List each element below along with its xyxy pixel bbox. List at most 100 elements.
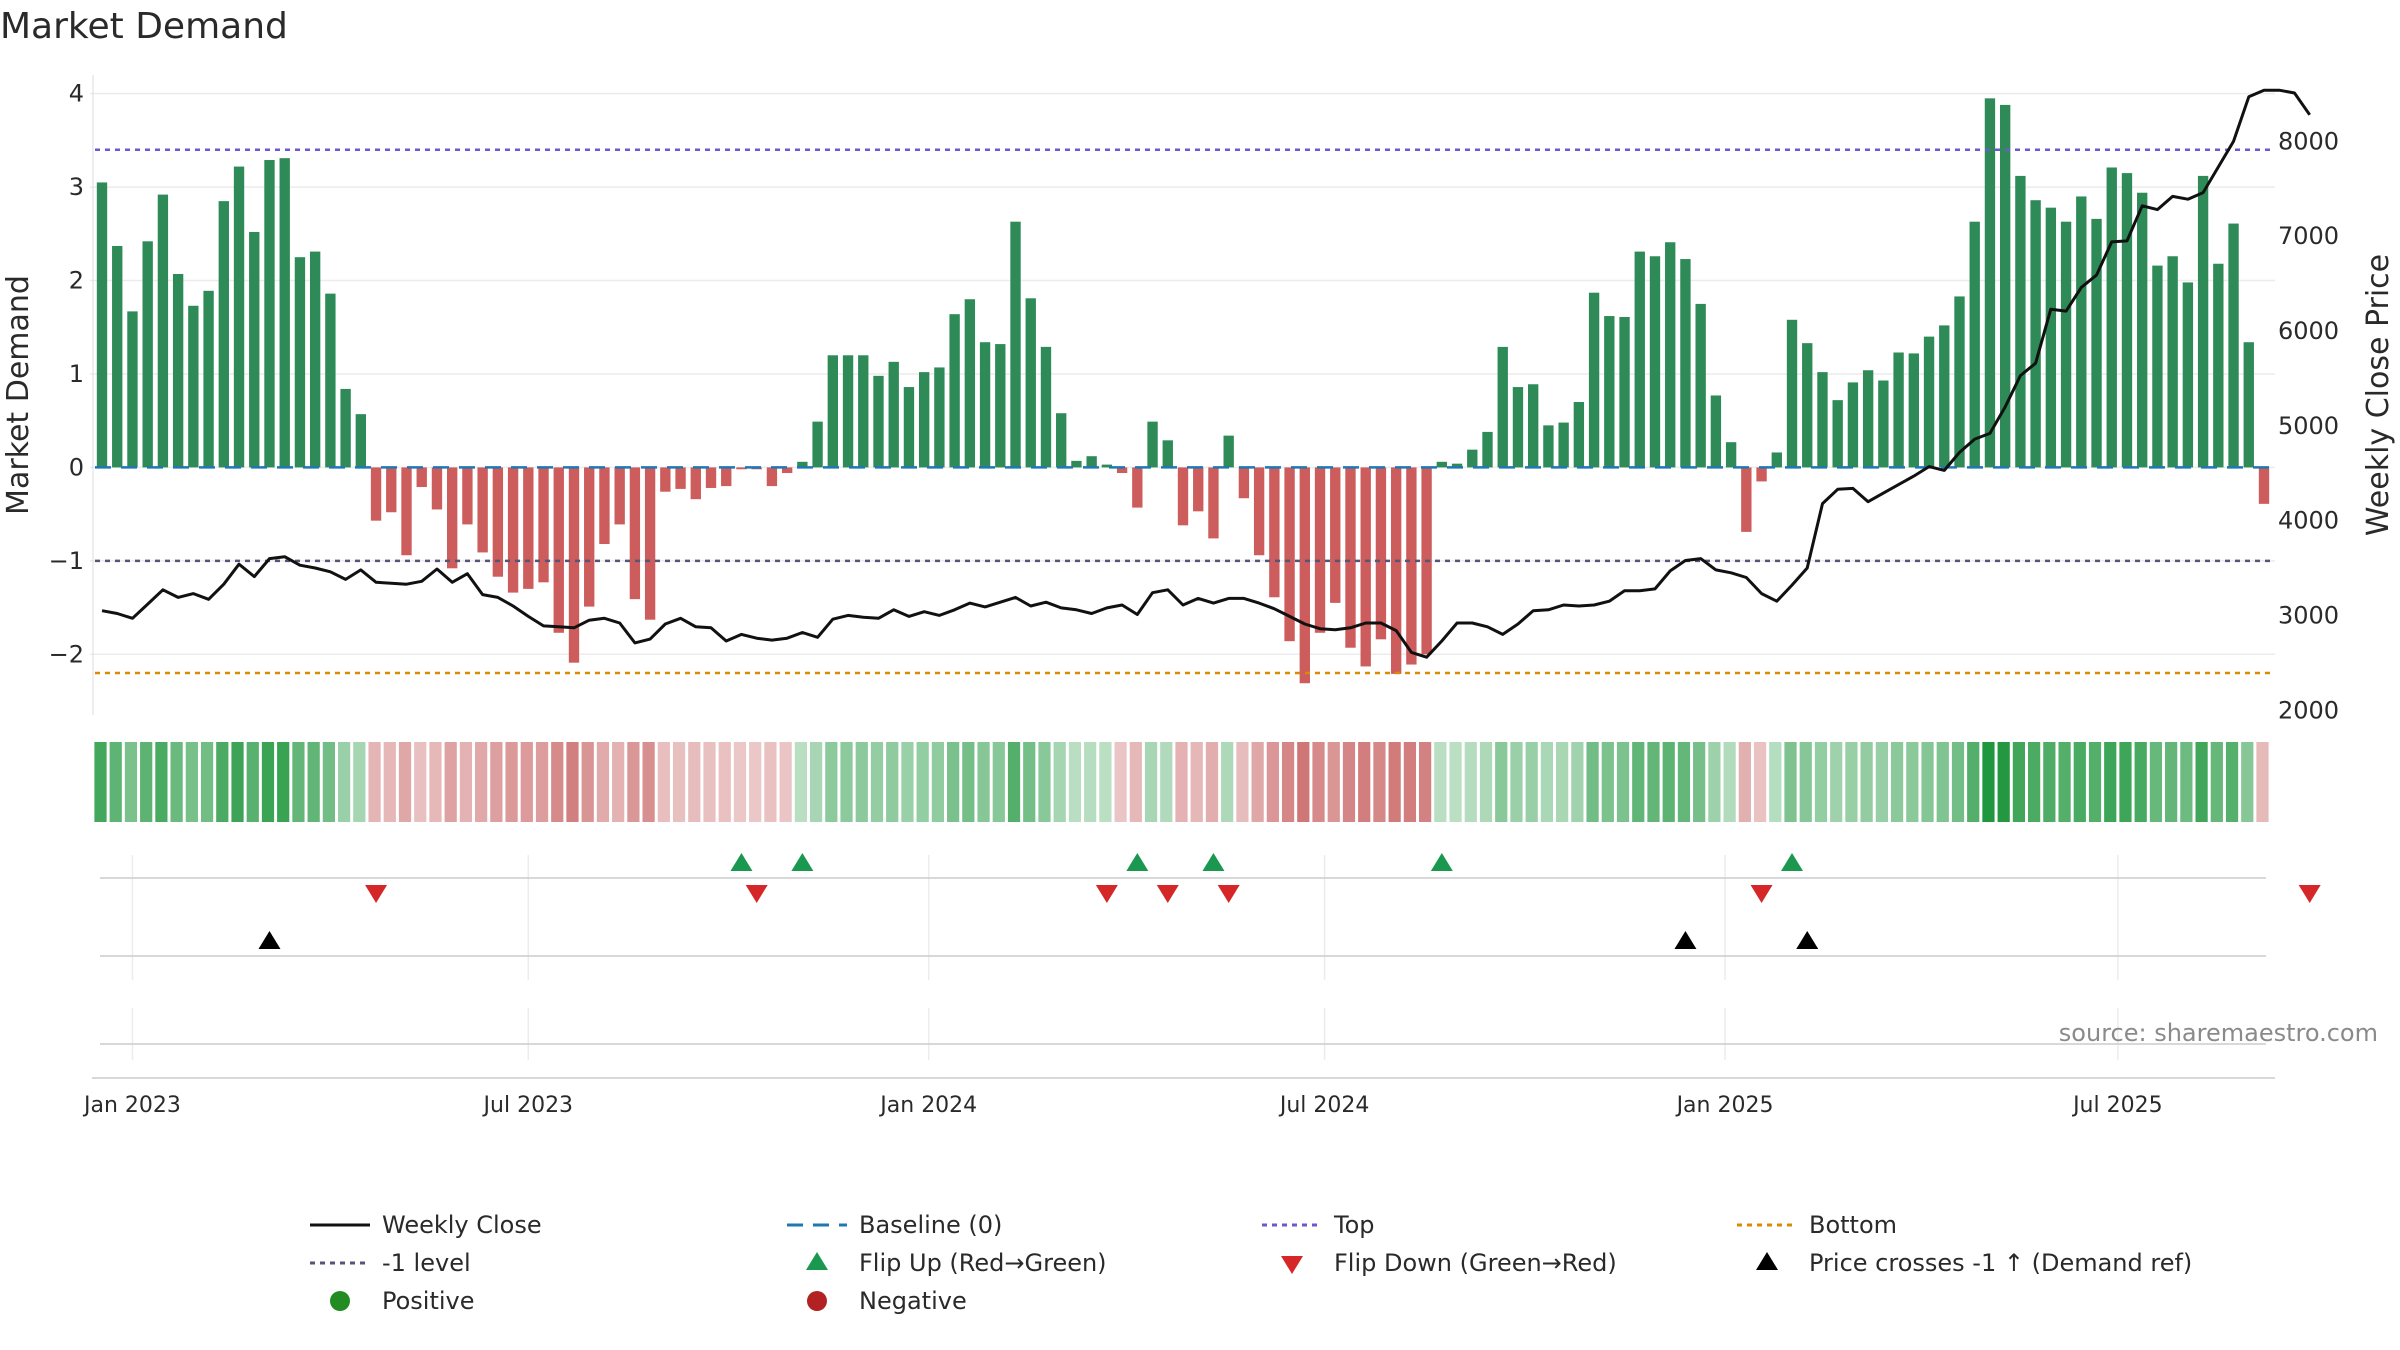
demand-bar-positive xyxy=(1619,316,1630,468)
demand-bar-negative xyxy=(736,467,747,470)
legend-price-cross-label: Price crosses -1 ↑ (Demand ref) xyxy=(1809,1249,2192,1277)
heat-cell xyxy=(718,742,731,822)
demand-bar-positive xyxy=(96,182,108,468)
heat-cell xyxy=(1556,742,1569,822)
demand-bar-negative xyxy=(644,467,656,620)
heat-cell xyxy=(703,742,716,822)
heat-cell xyxy=(2225,742,2239,822)
demand-bar-negative xyxy=(1269,467,1280,598)
demand-bar-negative xyxy=(1208,467,1219,539)
heat-cell xyxy=(1221,742,1234,822)
heat-cell xyxy=(2134,742,2147,822)
demand-bar-negative xyxy=(507,467,519,593)
demand-bar-positive xyxy=(1954,296,1965,468)
heat-cell xyxy=(2012,742,2026,822)
demand-bar-positive xyxy=(2091,218,2102,468)
heat-cell xyxy=(1936,742,1949,822)
heat-cell xyxy=(277,742,290,822)
heat-cell xyxy=(246,742,259,822)
heat-cell xyxy=(459,742,473,822)
demand-bar-negative xyxy=(705,467,717,488)
legend-weekly-close-label: Weekly Close xyxy=(382,1211,542,1239)
demand-bar-negative xyxy=(781,467,793,474)
legend-positive-swatch xyxy=(330,1291,350,1311)
demand-bar-positive xyxy=(1923,336,1935,468)
demand-bar-positive xyxy=(827,355,838,468)
heat-cell xyxy=(886,742,899,822)
heat-cell xyxy=(185,742,198,822)
flip-up-marker xyxy=(1126,853,1149,871)
heat-cell xyxy=(1586,742,1599,822)
legend-positive-label: Positive xyxy=(382,1287,475,1315)
demand-bar-positive xyxy=(964,299,976,468)
heat-cell xyxy=(1906,742,1919,822)
heat-cell xyxy=(1616,742,1630,822)
heat-cell xyxy=(1099,742,1112,822)
flip-down-marker xyxy=(745,885,768,903)
heat-cell xyxy=(1114,742,1127,822)
demand-bar-positive xyxy=(1071,460,1082,468)
legend-baseline-label: Baseline (0) xyxy=(859,1211,1002,1239)
demand-bar-positive xyxy=(2030,200,2041,468)
demand-bar-positive xyxy=(1999,104,2011,468)
heat-cell xyxy=(962,742,975,822)
demand-bar-positive xyxy=(1969,221,1980,468)
demand-bar-positive xyxy=(1802,343,1813,468)
heat-cell xyxy=(749,742,762,822)
heat-cell xyxy=(383,742,396,822)
demand-bar-positive xyxy=(1862,370,1874,468)
demand-bar-positive xyxy=(1939,325,1950,468)
demand-bar-negative xyxy=(477,467,488,553)
heat-cell xyxy=(688,742,701,822)
x-tick-label: Jul 2025 xyxy=(2071,1093,2163,1118)
heat-cell xyxy=(1053,742,1066,822)
heat-cell xyxy=(794,742,807,822)
price-cross-marker xyxy=(258,931,281,949)
demand-bar-positive xyxy=(112,245,123,468)
demand-bar-negative xyxy=(1345,467,1356,648)
heat-cell xyxy=(581,742,594,822)
demand-bar-negative xyxy=(447,467,458,569)
demand-bar-positive xyxy=(142,241,153,468)
heat-cell xyxy=(140,742,153,822)
flip-down-marker xyxy=(1156,885,1179,903)
x-tick-label: Jul 2023 xyxy=(482,1093,574,1118)
heat-cell xyxy=(2256,742,2269,822)
demand-bar-negative xyxy=(386,467,397,513)
heat-cell xyxy=(1358,742,1371,822)
heat-cell xyxy=(1571,742,1584,822)
heat-cell xyxy=(1769,742,1782,822)
demand-bar-positive xyxy=(340,388,351,468)
heat-cell xyxy=(1464,742,1477,822)
demand-bar-positive xyxy=(1695,303,1706,468)
y-tick-right: 8000 xyxy=(2278,127,2339,155)
heat-cell xyxy=(551,742,564,822)
y-tick-right: 6000 xyxy=(2278,317,2339,345)
demand-bar-positive xyxy=(2197,175,2209,468)
heat-cell xyxy=(596,742,610,822)
demand-bar-negative xyxy=(675,467,686,489)
demand-bar-positive xyxy=(1558,422,1569,468)
heat-cell xyxy=(672,742,686,822)
demand-bar-negative xyxy=(462,467,473,525)
demand-bar-positive xyxy=(127,311,138,468)
heat-cell xyxy=(2058,742,2071,822)
heat-cell xyxy=(809,742,823,822)
heat-cell xyxy=(1708,742,1721,822)
heat-cell xyxy=(1084,742,1097,822)
flip-down-marker xyxy=(2298,885,2321,903)
heat-cell xyxy=(1236,742,1249,822)
y-tick-right: 5000 xyxy=(2278,412,2339,440)
flip-up-marker xyxy=(730,853,753,871)
heat-cell xyxy=(1251,742,1264,822)
heat-cell xyxy=(1038,742,1051,822)
heat-cell xyxy=(1479,742,1493,822)
heat-cell xyxy=(733,742,747,822)
heat-cell xyxy=(1434,742,1447,822)
demand-bar-positive xyxy=(918,372,930,468)
y-axis-right-label: Weekly Close Price xyxy=(2361,254,2396,536)
y-tick-left: 2 xyxy=(69,267,84,295)
demand-bar-positive xyxy=(1680,259,1691,468)
heat-cell xyxy=(840,742,853,822)
flip-up-marker xyxy=(1430,853,1453,871)
